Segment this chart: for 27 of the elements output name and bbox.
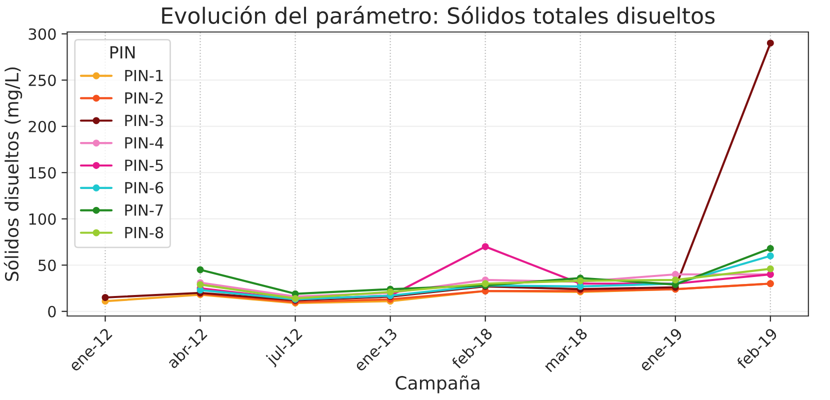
- legend-label: PIN-6: [125, 182, 164, 194]
- legend-label: PIN-5: [125, 160, 163, 172]
- point: [672, 276, 679, 284]
- y-tick-label: 50: [38, 260, 56, 272]
- legend-label: PIN-1: [125, 70, 163, 82]
- y-tick-label: 200: [28, 120, 56, 132]
- point: [102, 294, 109, 301]
- y-tick-label: 0: [48, 306, 56, 318]
- point: [766, 40, 774, 47]
- point: [482, 243, 489, 250]
- point: [766, 252, 774, 260]
- legend-label: PIN-2: [125, 92, 163, 104]
- legend-label: PIN-4: [125, 137, 164, 148]
- y-tick-label: 100: [29, 213, 56, 225]
- y-axis-title: Sólidos disueltos (mg/L): [4, 67, 22, 281]
- point: [766, 265, 774, 272]
- legend-label: PIN-7: [125, 204, 163, 216]
- legend-label: PIN-3: [125, 114, 163, 126]
- y-tick-label: 150: [29, 167, 56, 179]
- point: [196, 266, 204, 274]
- x-axis-title: Campaña: [396, 375, 480, 394]
- y-tick-label: 300: [28, 28, 56, 40]
- point: [766, 244, 774, 252]
- y-tick-label: 250: [28, 74, 56, 86]
- legend-title: PIN: [110, 46, 135, 58]
- chart-title: Evolución del parámetro: Sólidos totales disueltos: [162, 6, 715, 28]
- legend-label: PIN-8: [125, 226, 164, 238]
